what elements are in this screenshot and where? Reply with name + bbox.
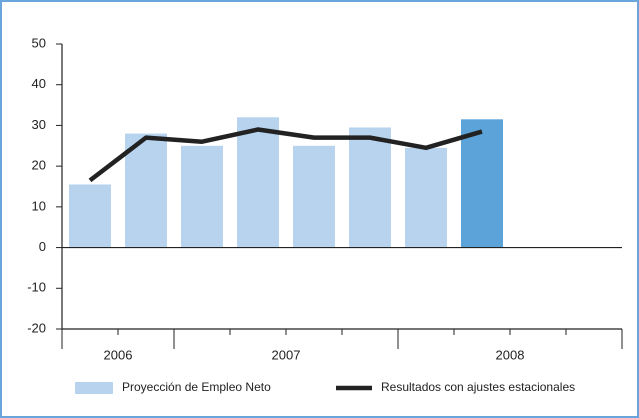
legend-label: Proyección de Empleo Neto [122,380,271,394]
bar [349,127,391,248]
bar [181,145,223,248]
line [88,127,483,183]
bar [69,184,111,248]
y-tick-label: -20 [27,320,46,335]
group-label: 2006 [104,347,133,362]
y-tick-label: 10 [32,198,46,213]
bar [293,145,335,248]
y-tick-label: 20 [32,158,46,173]
bar [125,133,167,248]
bar [237,117,279,248]
y-tick-label: 50 [32,35,46,50]
group-label: 2007 [272,347,301,362]
group-label: 2008 [496,347,525,362]
y-tick-label: 30 [32,117,46,132]
bar [461,119,503,248]
y-tick-label: 0 [39,239,46,254]
y-tick-label: -10 [27,280,46,295]
legend-swatch [75,382,113,394]
y-tick-label: 40 [32,76,46,91]
bar [405,147,447,248]
legend-label: Resultados con ajustes estacionales [381,380,575,394]
